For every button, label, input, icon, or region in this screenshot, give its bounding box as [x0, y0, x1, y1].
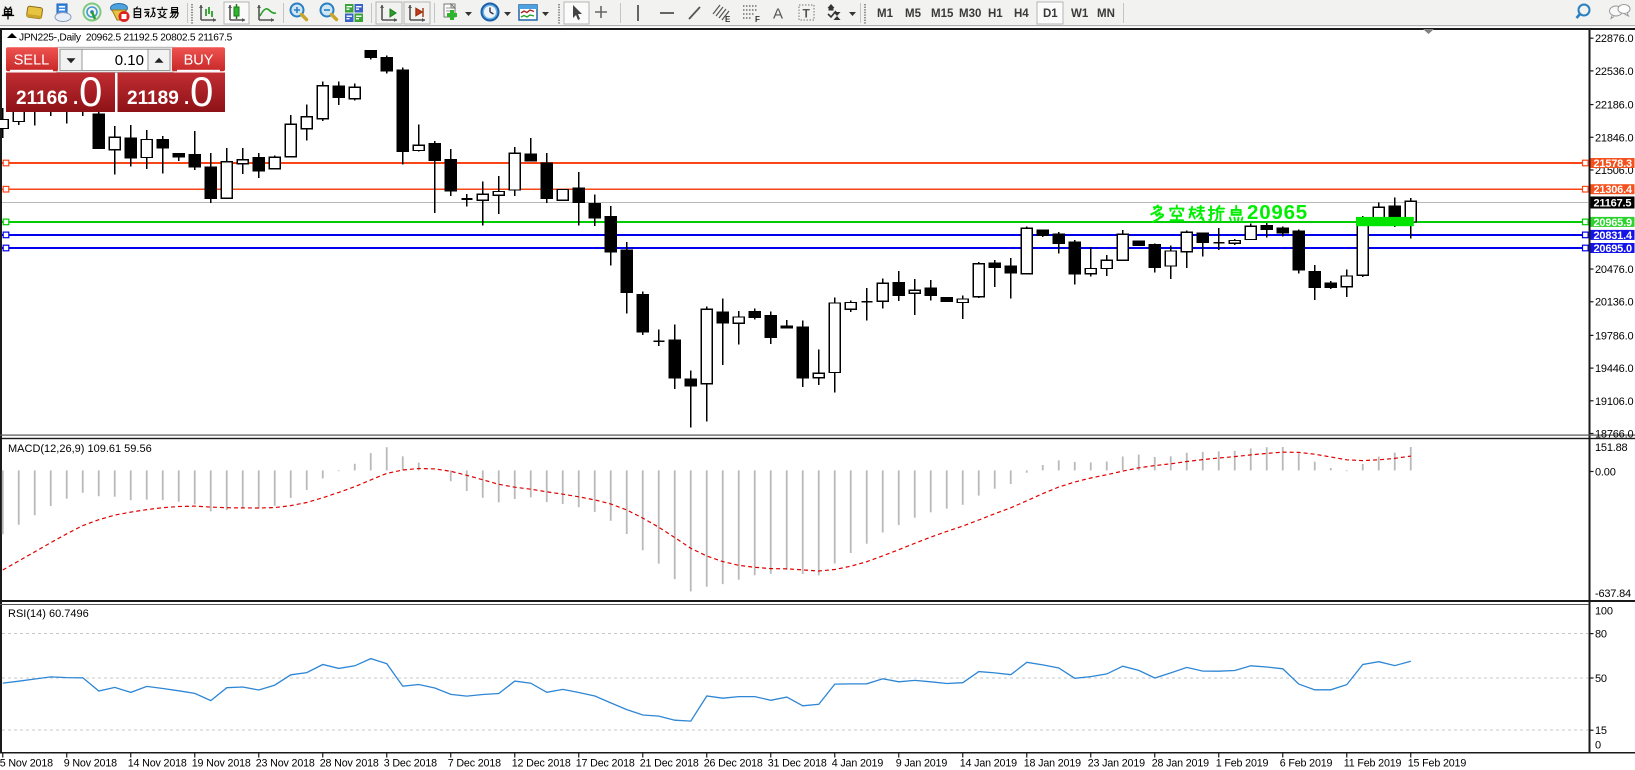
svg-text:.: .	[184, 88, 189, 109]
svg-text:19 Nov 2018: 19 Nov 2018	[192, 758, 251, 770]
svg-text:19106.0: 19106.0	[1595, 396, 1633, 408]
svg-text:21167.5: 21167.5	[1594, 198, 1632, 210]
svg-text:28 Nov 2018: 28 Nov 2018	[320, 758, 379, 770]
svg-text:21189: 21189	[127, 88, 179, 109]
svg-text:0.10: 0.10	[115, 52, 144, 69]
svg-text:-637.84: -637.84	[1595, 588, 1631, 600]
svg-text:M5: M5	[905, 8, 922, 20]
svg-text:19786.0: 19786.0	[1595, 330, 1633, 342]
svg-text:9 Nov 2018: 9 Nov 2018	[64, 758, 117, 770]
svg-text:22536.0: 22536.0	[1595, 66, 1633, 78]
svg-text:20965: 20965	[1247, 201, 1308, 224]
svg-text:9 Jan 2019: 9 Jan 2019	[896, 758, 948, 770]
svg-text:4 Jan 2019: 4 Jan 2019	[832, 758, 884, 770]
svg-text:80: 80	[1595, 629, 1607, 641]
svg-text:23 Nov 2018: 23 Nov 2018	[256, 758, 315, 770]
svg-text:W1: W1	[1071, 8, 1089, 20]
svg-text:.: .	[73, 88, 78, 109]
svg-text:15: 15	[1595, 725, 1607, 737]
svg-text:5 Nov 2018: 5 Nov 2018	[0, 758, 53, 770]
svg-text:28 Jan 2019: 28 Jan 2019	[1152, 758, 1209, 770]
svg-text:18766.0: 18766.0	[1595, 428, 1633, 440]
svg-text:H1: H1	[988, 8, 1003, 20]
svg-text:17 Dec 2018: 17 Dec 2018	[576, 758, 635, 770]
svg-text:18 Jan 2019: 18 Jan 2019	[1024, 758, 1081, 770]
svg-text:100: 100	[1595, 606, 1613, 618]
svg-text:20695.0: 20695.0	[1594, 243, 1632, 255]
svg-text:E: E	[725, 15, 731, 24]
svg-text:20476.0: 20476.0	[1595, 264, 1633, 276]
svg-text:H4: H4	[1014, 8, 1029, 20]
svg-text:1 Feb 2019: 1 Feb 2019	[1216, 758, 1269, 770]
svg-text:3 Dec 2018: 3 Dec 2018	[384, 758, 437, 770]
svg-text:0: 0	[79, 68, 102, 115]
svg-text:A: A	[773, 6, 783, 23]
svg-text:14 Jan 2019: 14 Jan 2019	[960, 758, 1017, 770]
svg-text:20136.0: 20136.0	[1595, 297, 1633, 309]
svg-text:0: 0	[1595, 740, 1601, 752]
svg-text:21306.4: 21306.4	[1594, 184, 1633, 196]
svg-text:0: 0	[190, 68, 213, 115]
svg-text:20965.9: 20965.9	[1594, 217, 1632, 229]
svg-text:BUY: BUY	[184, 53, 214, 69]
svg-text:21166: 21166	[16, 88, 68, 109]
svg-text:D1: D1	[1043, 8, 1058, 20]
svg-text:23 Jan 2019: 23 Jan 2019	[1088, 758, 1145, 770]
svg-text:26 Dec 2018: 26 Dec 2018	[704, 758, 763, 770]
svg-text:6 Feb 2019: 6 Feb 2019	[1280, 758, 1333, 770]
svg-text:JPN225-,Daily 20962.5 21192.5: JPN225-,Daily 20962.5 21192.5 20802.5 21…	[19, 32, 233, 43]
svg-text:M1: M1	[877, 8, 894, 20]
svg-text:M30: M30	[959, 8, 981, 20]
svg-text:RSI(14) 60.7496: RSI(14) 60.7496	[8, 608, 89, 620]
svg-text:31 Dec 2018: 31 Dec 2018	[768, 758, 827, 770]
svg-text:MACD(12,26,9) 109.61 59.56: MACD(12,26,9) 109.61 59.56	[8, 443, 152, 455]
svg-text:7 Dec 2018: 7 Dec 2018	[448, 758, 501, 770]
svg-text:21 Dec 2018: 21 Dec 2018	[640, 758, 699, 770]
svg-text:21578.3: 21578.3	[1594, 158, 1632, 170]
svg-text:F: F	[755, 15, 760, 24]
svg-text:50: 50	[1595, 673, 1607, 685]
svg-text:0.00: 0.00	[1595, 467, 1616, 479]
svg-text:22876.0: 22876.0	[1595, 33, 1633, 45]
svg-text:12 Dec 2018: 12 Dec 2018	[512, 758, 571, 770]
svg-text:19446.0: 19446.0	[1595, 363, 1633, 375]
svg-text:151.88: 151.88	[1595, 442, 1628, 454]
svg-text:21846.0: 21846.0	[1595, 132, 1633, 144]
svg-text:14 Nov 2018: 14 Nov 2018	[128, 758, 187, 770]
svg-text:MN: MN	[1097, 8, 1115, 20]
svg-text:T: T	[803, 7, 811, 21]
svg-text:20831.4: 20831.4	[1594, 230, 1633, 242]
svg-text:M15: M15	[931, 8, 954, 20]
svg-text:15 Feb 2019: 15 Feb 2019	[1408, 758, 1467, 770]
svg-text:SELL: SELL	[14, 53, 49, 69]
svg-text:11 Feb 2019: 11 Feb 2019	[1344, 758, 1402, 770]
svg-text:22186.0: 22186.0	[1595, 100, 1633, 112]
